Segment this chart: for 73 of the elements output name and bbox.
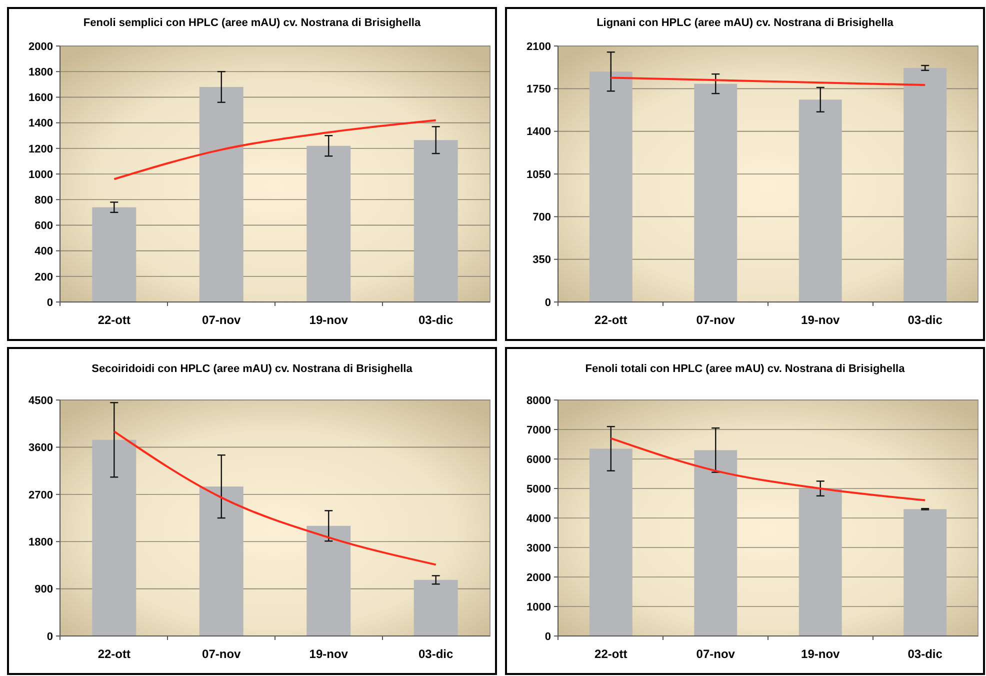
y-tick-label: 8000 [526,394,551,407]
y-tick-label: 1000 [526,601,551,614]
y-tick-label: 600 [34,220,53,232]
bar [589,448,632,636]
y-tick-label: 2000 [526,572,551,584]
bar [904,68,947,302]
y-tick-label: 1000 [28,168,53,181]
chart-title: Secoiridoidi con HPLC (aree mAU) cv. Nostrana di Brisighella [92,363,414,375]
y-tick-label: 1800 [28,536,53,548]
chart-title: Lignani con HPLC (aree mAU) cv. Nostrana di Brisighella [596,17,894,29]
y-tick-label: 2100 [526,40,551,53]
line-series [610,76,926,86]
y-tick-label: 4000 [526,512,551,525]
x-tick-label: 19-nov [309,647,348,661]
y-tick-label: 200 [34,271,53,284]
x-tick-label: 07-nov [696,313,736,327]
x-tick-label: 19-nov [309,313,348,327]
bar [798,488,842,636]
y-tick-label: 400 [34,246,53,258]
y-tick-label: 1400 [526,126,551,138]
y-tick-label: 1200 [28,143,53,156]
y-tick-label: 0 [544,630,551,643]
x-tick-label: 07-nov [202,313,242,327]
y-tick-label: 7000 [526,424,551,436]
x-tick-label: 22-ott [98,647,130,661]
y-tick-label: 700 [532,212,551,224]
y-tick-label: 800 [34,194,53,206]
y-tick-label: 5000 [526,483,551,496]
y-tick-label: 2700 [28,489,53,502]
x-tick-label: 03-dic [418,647,454,661]
x-tick-label: 19-nov [801,647,840,661]
y-tick-label: 900 [34,584,53,596]
x-tick-label: 07-nov [202,647,242,661]
y-tick-label: 1750 [526,84,551,96]
y-tick-label: 1400 [28,118,53,130]
y-tick-label: 2000 [28,40,53,53]
bar [306,526,351,636]
y-tick-label: 1800 [28,66,53,78]
bar [904,509,947,636]
line-series [113,430,437,566]
bar [414,580,458,636]
y-tick-label: 0 [46,630,53,643]
bar [199,86,244,302]
y-tick-label: 1600 [28,92,53,104]
bar [798,100,842,302]
bar [92,207,136,302]
bar [589,72,632,302]
x-tick-label: 03-dic [908,313,943,327]
y-tick-label: 3600 [28,442,53,454]
chart-title: Fenoli totali con HPLC (aree mAU) cv. Nostrana di Brisighella [585,363,906,375]
x-tick-label: 03-dic [418,313,454,327]
x-tick-label: 22-ott [594,313,628,327]
y-tick-label: 1050 [526,168,551,181]
y-tick-label: 6000 [526,454,551,466]
bar [414,140,458,302]
x-tick-label: 22-ott [98,313,130,327]
x-tick-label: 19-nov [801,313,840,327]
bar [694,450,738,636]
y-tick-label: 0 [46,296,53,309]
line-series [610,437,926,502]
y-tick-label: 3000 [526,542,551,554]
y-tick-label: 0 [544,296,551,309]
x-tick-label: 07-nov [696,647,736,661]
y-tick-label: 350 [532,254,551,266]
bar [694,84,738,302]
line-series [113,119,437,180]
bar [199,486,244,636]
y-tick-label: 4500 [28,394,53,407]
x-tick-label: 22-ott [594,647,628,661]
chart-title: Fenoli semplici con HPLC (aree mAU) cv. Nostrana di Brisighella [83,17,422,29]
x-tick-label: 03-dic [908,647,943,661]
bar [92,440,136,636]
bar [306,146,351,302]
